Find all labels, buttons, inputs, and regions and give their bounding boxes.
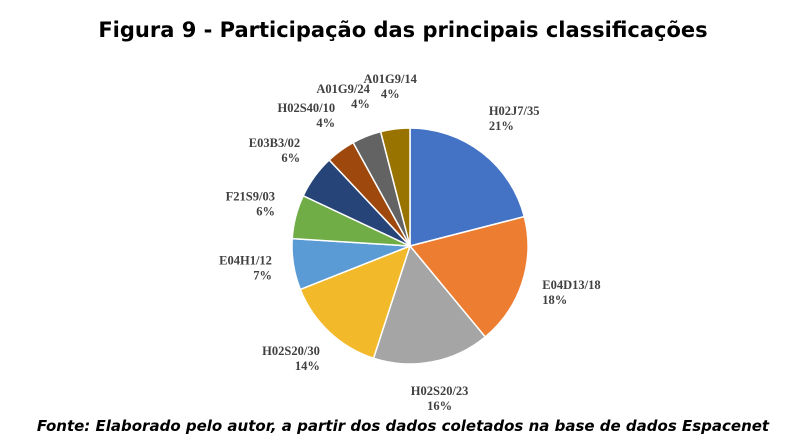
pie-slice [409,127,526,247]
slice-label: F21S9/03 [226,190,275,204]
pie-slice [408,215,529,338]
chart-title: Figura 9 - Participação das principais c… [98,18,707,42]
pie-slice [372,244,487,365]
pie-slice [299,244,412,360]
slice-label: E04D13/18 [542,278,600,292]
slice-label: H02S40/10 [277,101,335,115]
pie-slice [379,127,411,247]
slice-value: 7% [253,269,272,283]
slice-value: 16% [427,399,452,413]
source-note: Fonte: Elaborado pelo autor, a partir do… [37,417,770,435]
slice-value: 4% [316,116,335,130]
slice-label: A01G9/24 [316,82,370,96]
slice-label: H02J7/35 [489,104,540,118]
slice-label: H02S20/30 [262,344,320,358]
slice-value: 18% [542,293,567,307]
slice-value: 4% [351,97,370,111]
slice-value: 14% [295,359,320,373]
slice-value: 6% [256,205,275,219]
slice-label: H02S20/23 [411,384,469,398]
slice-value: 6% [281,151,300,165]
slice-value: 21% [489,119,514,133]
slice-value: 4% [381,87,400,101]
slice-label: A01G9/14 [363,72,417,86]
slice-label: E03B3/02 [249,136,300,150]
slice-label: E04H1/12 [219,254,272,268]
